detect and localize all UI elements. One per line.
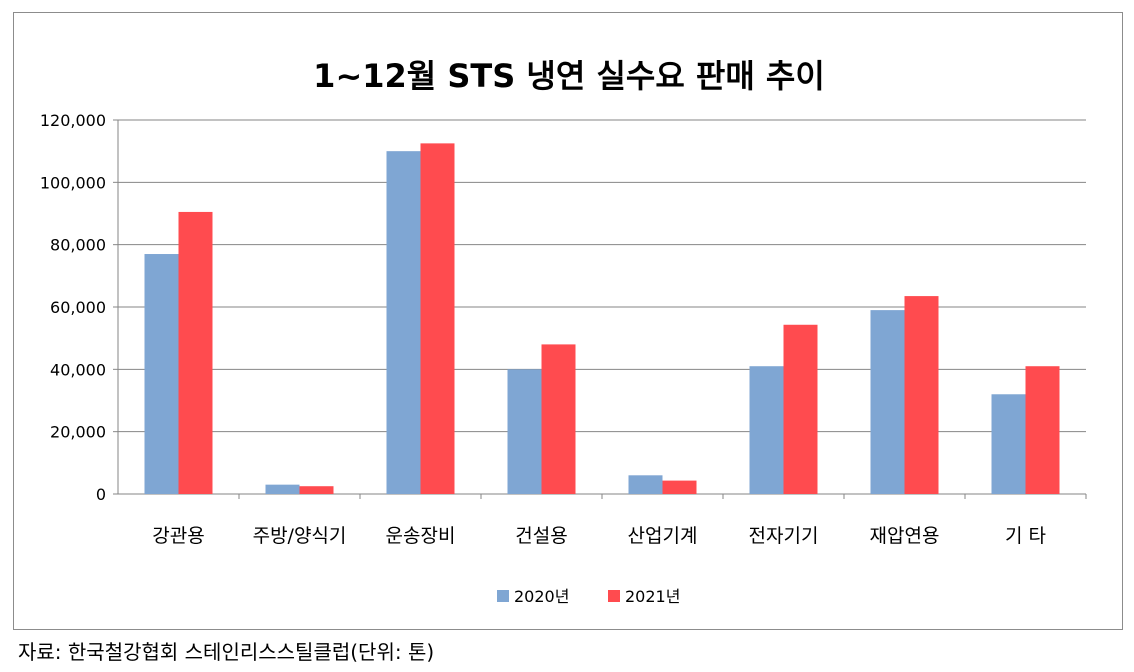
gridlines [118,119,1086,433]
bar [386,151,421,494]
bar [420,143,455,494]
y-tick-label: 120,000 [40,111,106,130]
legend-label: 2020년 [514,587,569,606]
x-category-label: 전자기기 [749,525,819,547]
source-note: 자료: 한국철강협회 스테인리스스틸클럽(단위: 톤) [18,640,435,664]
y-tick-label: 80,000 [50,236,106,255]
bar [507,369,542,494]
x-category-label: 운송장비 [386,525,456,547]
x-category-label: 재압연용 [870,525,940,547]
chart-title: 1~12월 STS 냉연 실수요 판매 추이 [313,57,825,95]
bar [783,324,818,494]
bar [870,310,905,494]
bar [749,366,784,494]
bar [991,394,1026,494]
chart-frame: 1~12월 STS 냉연 실수요 판매 추이 0 20,000 40,000 60,0… [13,12,1123,630]
y-tick-label: 60,000 [50,298,106,317]
y-tick-label: 40,000 [50,360,106,379]
y-tick-label: 20,000 [50,423,106,442]
bar [541,344,576,494]
bar [1025,366,1060,494]
axis-labels: 0 20,000 40,000 60,000 80,000 100,000 120,000 강… [40,111,1046,547]
bar [299,486,334,494]
bar-chart: 1~12월 STS 냉연 실수요 판매 추이 0 20,000 40,000 60,0… [40,57,1087,606]
x-category-label: 산업기계 [628,525,698,547]
axes [113,119,1087,499]
x-category-label: 기 타 [1005,525,1046,547]
x-category-label: 주방/양식기 [253,525,347,547]
x-category-label: 건설용 [515,525,567,547]
bar [628,475,663,494]
bar [265,484,300,494]
y-tick-label: 100,000 [40,173,106,192]
x-category-label: 강관용 [152,525,204,547]
legend-swatch [608,590,620,602]
bar [178,211,213,495]
bars [144,143,1060,495]
bar [662,480,697,494]
y-tick-label: 0 [96,485,106,504]
legend: 2020년 2021년 [497,587,680,606]
bar [144,254,179,494]
legend-label: 2021년 [625,587,680,606]
legend-swatch [497,590,509,602]
bar [904,296,939,494]
